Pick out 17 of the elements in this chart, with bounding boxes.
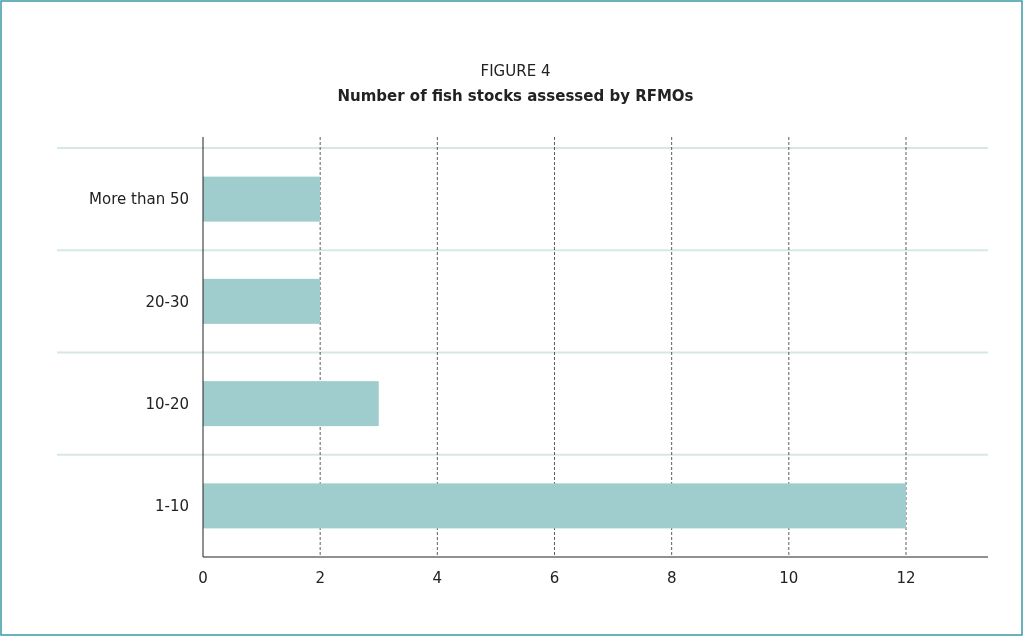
x-tick-label: 8: [666, 569, 677, 587]
bar: [203, 483, 906, 529]
y-tick-label: 10-20: [145, 394, 189, 413]
x-tick-label: 12: [896, 569, 916, 587]
x-tick-label: 2: [315, 569, 325, 587]
x-tick-label: 4: [432, 569, 443, 587]
x-tick-label: 10: [779, 569, 799, 587]
chart-subtitle: Number of fish stocks assessed by RFMOs: [337, 87, 694, 105]
y-tick-label: 20-30: [145, 292, 189, 311]
x-tick-label: 0: [198, 569, 208, 587]
bar: [203, 278, 321, 324]
bar: [203, 381, 379, 427]
bar: [203, 176, 321, 222]
x-tick-label: 6: [549, 569, 560, 587]
y-tick-label: 1-10: [154, 497, 189, 516]
y-tick-label: More than 50: [89, 190, 189, 209]
chart-title: FIGURE 4: [480, 62, 551, 80]
